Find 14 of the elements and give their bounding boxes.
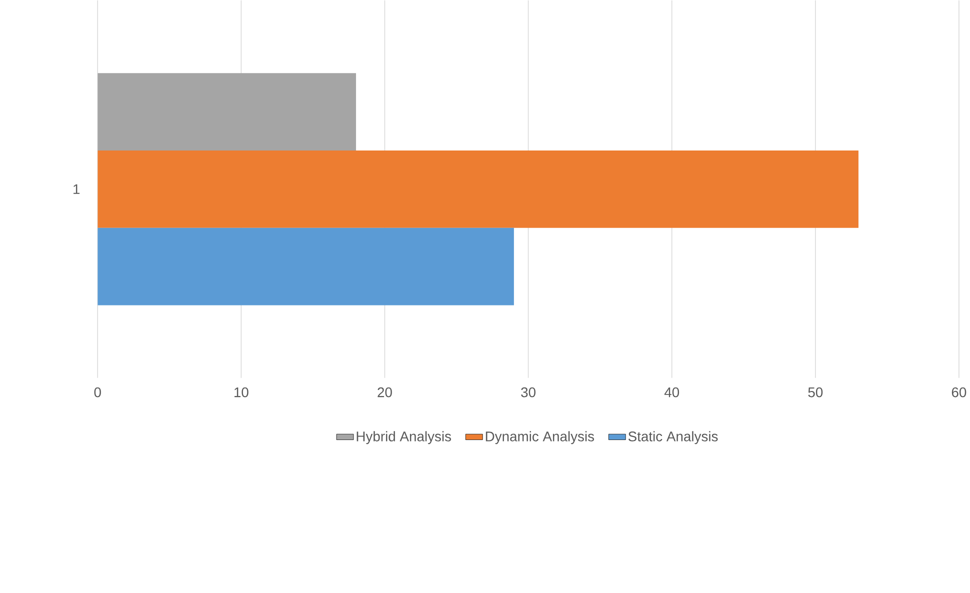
- y-tick-label: 1: [74, 184, 80, 194]
- x-tick-label: 20: [378, 387, 392, 398]
- legend-label: Hybrid Analysis: [356, 431, 452, 444]
- legend-label: Static Analysis: [628, 431, 718, 444]
- x-tick-label: 10: [234, 387, 248, 398]
- x-tick-label: 40: [664, 387, 680, 398]
- bar: [98, 228, 514, 306]
- legend-label: Dynamic Analysis: [486, 431, 594, 444]
- bar: [98, 150, 858, 228]
- x-tick-label: 30: [521, 387, 536, 398]
- x-tick-label: 0: [94, 387, 101, 398]
- bar: [98, 73, 356, 150]
- x-tick-label: 60: [952, 387, 966, 398]
- x-tick-label: 50: [808, 387, 823, 398]
